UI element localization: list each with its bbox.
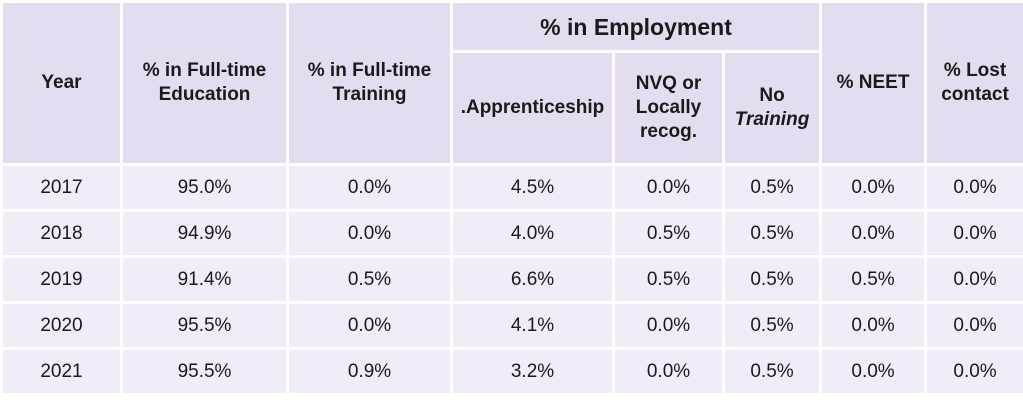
- cell-neet: 0.0%: [819, 209, 928, 258]
- cell-year: 2017: [0, 163, 123, 212]
- cell-no-training: 0.5%: [721, 347, 823, 396]
- header-no-training: No Training: [721, 50, 823, 166]
- header-neet: % NEET: [819, 0, 928, 166]
- cell-lost-contact: 0.0%: [924, 347, 1023, 396]
- header-nvq-line1: NVQ or: [635, 73, 702, 94]
- cell-no-training: 0.5%: [721, 163, 823, 212]
- cell-nvq: 0.0%: [612, 301, 725, 350]
- cell-year: 2021: [0, 347, 123, 396]
- cell-fulltime-education: 94.9%: [120, 209, 289, 258]
- table-row: 2019 91.4% 0.5% 6.6% 0.5% 0.5% 0.5% 0.0%: [0, 255, 1023, 304]
- cell-fulltime-education: 95.5%: [120, 347, 289, 396]
- header-fulltime-training-label: % in Full-time Training: [307, 60, 432, 105]
- cell-nvq: 0.0%: [612, 163, 725, 212]
- cell-year: 2020: [0, 301, 123, 350]
- cell-fulltime-training: 0.9%: [286, 347, 453, 396]
- header-nvq-line2: Locally: [635, 97, 702, 118]
- cell-year: 2018: [0, 209, 123, 258]
- cell-neet: 0.0%: [819, 347, 928, 396]
- cell-no-training: 0.5%: [721, 209, 823, 258]
- cell-fulltime-training: 0.5%: [286, 255, 453, 304]
- header-fulltime-training: % in Full-time Training: [286, 0, 453, 166]
- cell-neet: 0.0%: [819, 301, 928, 350]
- cell-no-training: 0.5%: [721, 301, 823, 350]
- cell-apprenticeship: 3.2%: [450, 347, 615, 396]
- cell-neet: 0.0%: [819, 163, 928, 212]
- header-no-training-line1: No: [759, 85, 785, 106]
- header-fulltime-education: % in Full-time Education: [120, 0, 289, 166]
- cell-lost-contact: 0.0%: [924, 163, 1023, 212]
- cell-no-training: 0.5%: [721, 255, 823, 304]
- cell-fulltime-training: 0.0%: [286, 301, 453, 350]
- destinations-table: Year % in Full-time Education % in Full-…: [0, 0, 1023, 396]
- header-nvq: NVQ or Locally recog.: [612, 50, 725, 166]
- cell-apprenticeship: 4.0%: [450, 209, 615, 258]
- header-employment-group: % in Employment: [449, 0, 823, 53]
- cell-lost-contact: 0.0%: [924, 301, 1023, 350]
- cell-apprenticeship: 4.5%: [450, 163, 615, 212]
- cell-lost-contact: 0.0%: [924, 255, 1023, 304]
- table-row: 2018 94.9% 0.0% 4.0% 0.5% 0.5% 0.0% 0.0%: [0, 209, 1023, 258]
- cell-nvq: 0.5%: [612, 209, 725, 258]
- cell-fulltime-education: 95.5%: [120, 301, 289, 350]
- cell-fulltime-education: 95.0%: [120, 163, 289, 212]
- cell-fulltime-training: 0.0%: [286, 163, 453, 212]
- cell-fulltime-education: 91.4%: [120, 255, 289, 304]
- header-fulltime-education-label: % in Full-time Education: [142, 60, 267, 105]
- cell-year: 2019: [0, 255, 123, 304]
- header-year: Year: [0, 0, 123, 166]
- table-row: 2021 95.5% 0.9% 3.2% 0.0% 0.5% 0.0% 0.0%: [0, 347, 1023, 396]
- header-apprenticeship: .Apprenticeship: [450, 50, 615, 166]
- cell-apprenticeship: 4.1%: [450, 301, 615, 350]
- header-nvq-line3: recog.: [639, 121, 698, 142]
- table-row: 2020 95.5% 0.0% 4.1% 0.0% 0.5% 0.0% 0.0%: [0, 301, 1023, 350]
- cell-nvq: 0.0%: [612, 347, 725, 396]
- cell-fulltime-training: 0.0%: [286, 209, 453, 258]
- header-lost-contact: % Lost contact: [924, 0, 1023, 166]
- cell-apprenticeship: 6.6%: [450, 255, 615, 304]
- cell-neet: 0.5%: [819, 255, 928, 304]
- table-row: 2017 95.0% 0.0% 4.5% 0.0% 0.5% 0.0% 0.0%: [0, 163, 1023, 212]
- cell-lost-contact: 0.0%: [924, 209, 1023, 258]
- header-no-training-line2: Training: [734, 109, 810, 130]
- header-lost-contact-label: % Lost contact: [941, 60, 1009, 105]
- cell-nvq: 0.5%: [612, 255, 725, 304]
